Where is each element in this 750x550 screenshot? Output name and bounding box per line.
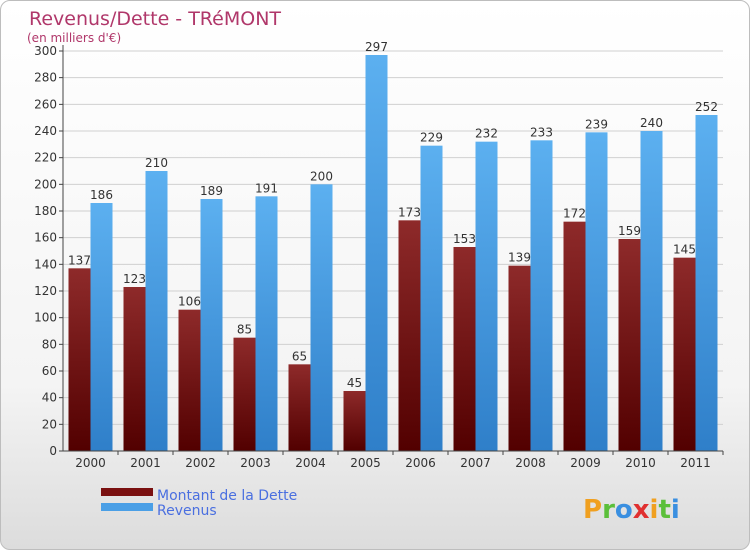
x-tick-label: 2011 xyxy=(680,456,711,470)
data-label: 172 xyxy=(563,207,586,221)
x-axis-ticks: 2000 2001 2002 2003 2004 2005 2006 2007 2008 2009… xyxy=(75,451,724,470)
bar-debt-2003 xyxy=(233,337,256,451)
data-label: 210 xyxy=(145,156,168,170)
data-label: 106 xyxy=(178,295,201,309)
y-tick-label: 20 xyxy=(42,417,57,431)
y-tick-label: 140 xyxy=(34,257,57,271)
data-label: 252 xyxy=(695,100,718,114)
x-tick-label: 2008 xyxy=(515,456,546,470)
bar-revenus-2010 xyxy=(640,131,663,451)
y-tick-label: 240 xyxy=(34,124,57,138)
data-label: 173 xyxy=(398,205,421,219)
bar-debt-2002 xyxy=(178,309,201,451)
data-label: 159 xyxy=(618,224,641,238)
data-label: 200 xyxy=(310,169,333,183)
y-tick-label: 220 xyxy=(34,151,57,165)
data-label: 233 xyxy=(530,125,553,139)
data-labels: 137 186 123 210 106 189 85 191 65 200 45 297 173 229 1… xyxy=(68,40,718,390)
proxiti-logo-text: Proxiti xyxy=(583,495,680,525)
y-tick-label: 40 xyxy=(42,391,57,405)
chart-title: Revenus/Dette - TRéMONT xyxy=(29,8,281,30)
y-tick-label: 80 xyxy=(42,337,57,351)
data-label: 297 xyxy=(365,40,388,54)
legend-label-revenus: Revenus xyxy=(157,503,217,519)
bar-debt-2004 xyxy=(288,364,311,451)
y-tick-label: 180 xyxy=(34,204,57,218)
data-label: 189 xyxy=(200,184,223,198)
y-tick-label: 120 xyxy=(34,284,57,298)
chart-subtitle: (en milliers d'€) xyxy=(27,31,121,45)
data-label: 65 xyxy=(292,349,307,363)
bar-debt-2008 xyxy=(508,265,531,451)
x-tick-label: 2004 xyxy=(295,456,326,470)
bar-revenus-2009 xyxy=(585,132,608,452)
y-tick-label: 300 xyxy=(34,44,57,58)
y-tick-label: 100 xyxy=(34,311,57,325)
data-label: 239 xyxy=(585,117,608,131)
data-label: 191 xyxy=(255,181,278,195)
legend-swatch-debt xyxy=(101,488,153,496)
data-label: 186 xyxy=(90,188,113,202)
bar-revenus-2002 xyxy=(200,199,223,451)
bar-debt-2005 xyxy=(343,391,366,451)
x-tick-label: 2005 xyxy=(350,456,381,470)
x-tick-label: 2001 xyxy=(130,456,161,470)
bar-revenus-2005 xyxy=(365,55,388,451)
x-tick-label: 2009 xyxy=(570,456,601,470)
x-tick-label: 2007 xyxy=(460,456,491,470)
bar-revenus-2011 xyxy=(695,115,718,451)
legend-swatch-revenus xyxy=(101,503,153,511)
legend: Montant de la Dette Revenus xyxy=(101,488,297,519)
legend-label-debt: Montant de la Dette xyxy=(157,488,297,504)
data-label: 139 xyxy=(508,251,531,265)
grid-lines xyxy=(63,50,723,425)
data-label: 45 xyxy=(347,376,362,390)
bar-debt-2006 xyxy=(398,220,421,451)
y-tick-label: 200 xyxy=(34,177,57,191)
x-tick-label: 2003 xyxy=(240,456,271,470)
bar-revenus-2007 xyxy=(475,141,498,451)
bar-revenus-2003 xyxy=(255,196,278,451)
x-tick-label: 2010 xyxy=(625,456,656,470)
bar-debt-2010 xyxy=(618,239,641,451)
bar-revenus-2006 xyxy=(420,145,443,451)
bars xyxy=(68,55,718,452)
data-label: 123 xyxy=(123,272,146,286)
data-label: 240 xyxy=(640,116,663,130)
y-tick-label: 160 xyxy=(34,231,57,245)
y-tick-label: 260 xyxy=(34,97,57,111)
proxiti-logo: Proxiti xyxy=(583,495,680,525)
bar-revenus-2000 xyxy=(90,203,113,451)
x-tick-label: 2000 xyxy=(75,456,106,470)
bar-revenus-2008 xyxy=(530,140,553,452)
bar-revenus-2001 xyxy=(145,171,168,451)
data-label: 153 xyxy=(453,232,476,246)
data-label: 137 xyxy=(68,253,91,267)
bar-debt-2001 xyxy=(123,287,146,451)
bar-revenus-2004 xyxy=(310,184,333,452)
bar-debt-2011 xyxy=(673,257,696,451)
bar-debt-2009 xyxy=(563,221,586,451)
data-label: 145 xyxy=(673,243,696,257)
y-tick-label: 280 xyxy=(34,71,57,85)
data-label: 229 xyxy=(420,131,443,145)
y-tick-label: 0 xyxy=(49,444,57,458)
x-tick-label: 2002 xyxy=(185,456,216,470)
data-label: 85 xyxy=(237,323,252,337)
bar-debt-2007 xyxy=(453,247,476,451)
y-tick-label: 60 xyxy=(42,364,57,378)
bar-debt-2000 xyxy=(68,268,91,451)
y-axis-ticks: 0 20 40 60 80 100 120 140 160 180 200 220 240 260 280 3… xyxy=(34,44,63,458)
data-label: 232 xyxy=(475,127,498,141)
x-tick-label: 2006 xyxy=(405,456,436,470)
